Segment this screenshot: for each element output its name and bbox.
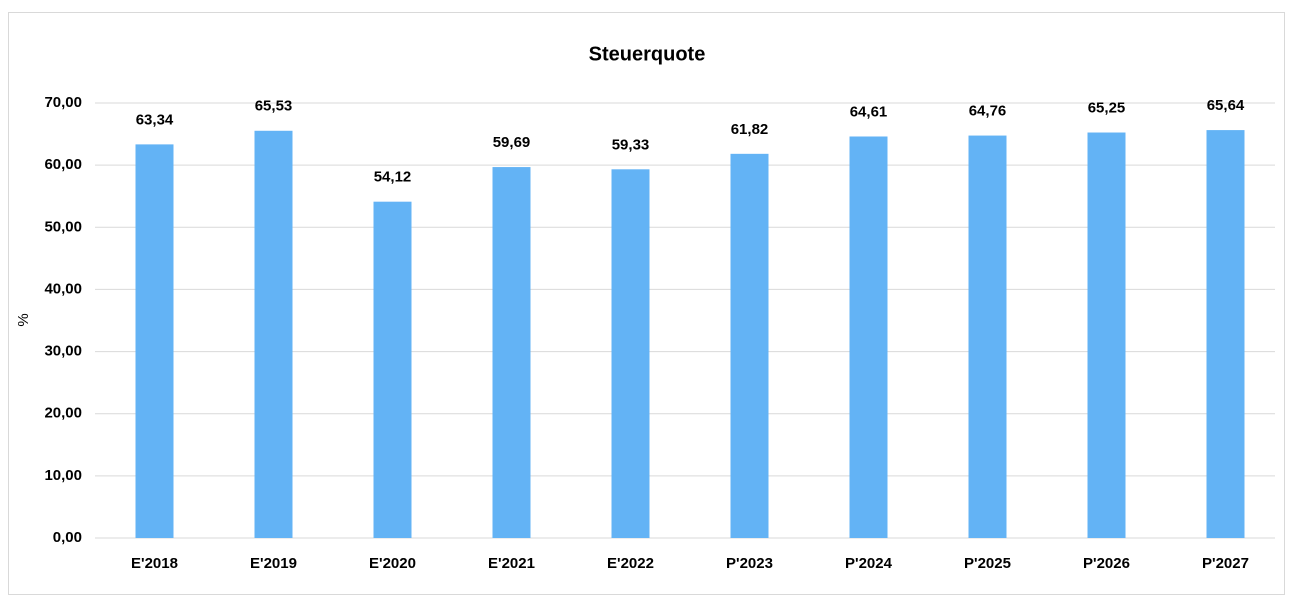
y-tick-label: 0,00: [53, 529, 82, 546]
value-label: 63,34: [136, 111, 174, 128]
bar: [373, 201, 412, 538]
bar: [1206, 130, 1245, 538]
x-tick-label: P'2025: [964, 555, 1011, 572]
value-label: 65,53: [255, 98, 293, 115]
value-label: 65,25: [1088, 99, 1126, 116]
y-axis-label: %: [15, 313, 32, 326]
x-tick-label: E'2019: [250, 555, 297, 572]
value-label: 59,69: [493, 134, 531, 151]
y-tick-label: 20,00: [44, 405, 82, 422]
bar: [849, 136, 888, 538]
x-tick-label: E'2021: [488, 555, 535, 572]
x-tick-label: P'2023: [726, 555, 773, 572]
y-tick-label: 30,00: [44, 343, 82, 360]
bar: [492, 167, 531, 539]
value-label: 59,33: [612, 136, 650, 153]
bar: [730, 153, 769, 538]
x-tick-label: P'2027: [1202, 555, 1249, 572]
x-tick-label: E'2022: [607, 555, 654, 572]
bar: [254, 130, 293, 538]
value-label: 64,76: [969, 103, 1007, 120]
y-tick-label: 10,00: [44, 467, 82, 484]
bar: [1087, 132, 1126, 538]
y-tick-label: 70,00: [44, 94, 82, 111]
value-label: 64,61: [850, 103, 888, 120]
bar: [611, 169, 650, 538]
chart-title: Steuerquote: [589, 43, 706, 65]
value-label: 61,82: [731, 121, 769, 138]
x-tick-label: E'2020: [369, 555, 416, 572]
bar: [968, 135, 1007, 538]
x-tick-label: P'2024: [845, 555, 893, 572]
value-label: 54,12: [374, 169, 412, 186]
y-tick-label: 50,00: [44, 218, 82, 235]
bar: [135, 144, 174, 538]
value-label: 65,64: [1207, 97, 1245, 114]
x-tick-label: E'2018: [131, 555, 178, 572]
y-tick-label: 60,00: [44, 156, 82, 173]
x-tick-label: P'2026: [1083, 555, 1130, 572]
y-tick-label: 40,00: [44, 280, 82, 297]
